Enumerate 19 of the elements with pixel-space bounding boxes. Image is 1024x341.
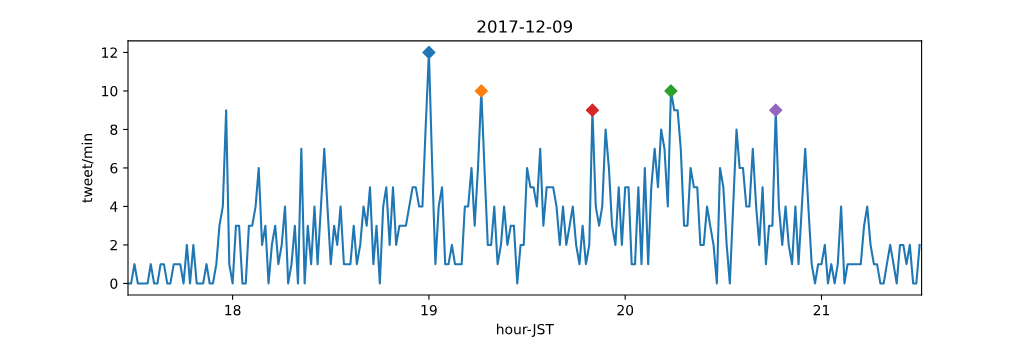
point xyxy=(422,45,436,60)
y-tick-label: 6 xyxy=(110,162,118,174)
point xyxy=(474,84,488,98)
point xyxy=(585,103,600,117)
y-tick-label: 8 xyxy=(110,124,118,135)
y-axis-title: tweet/min xyxy=(81,134,94,203)
chart-title: 2017-12-09 xyxy=(477,20,573,33)
x-tick-label: 20 xyxy=(617,304,634,316)
point xyxy=(664,84,678,98)
x-tick-label: 19 xyxy=(421,304,437,316)
x-axis-title: hour-JST xyxy=(497,323,554,338)
y-tick-label: 2 xyxy=(110,239,117,251)
x-tick-label: 18 xyxy=(225,304,241,316)
x-tick-label: 21 xyxy=(813,304,830,316)
y-tick-label: 4 xyxy=(110,201,118,212)
point xyxy=(769,103,783,117)
y-tick-label: 0 xyxy=(110,278,118,289)
y-tick-label: 10 xyxy=(102,85,118,97)
y-tick-label: 12 xyxy=(102,47,117,58)
